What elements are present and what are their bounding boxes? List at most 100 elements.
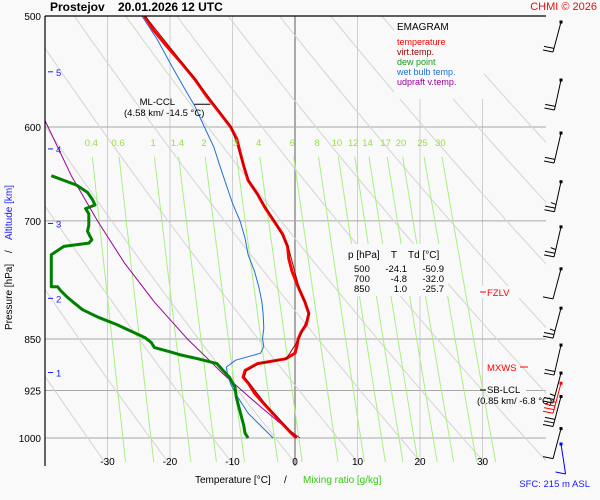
mixing-ratio-labels: 0.4 0.6 1 1.4 2 3 4 6 8 10 12 14 17 20 25 30 [85, 138, 446, 149]
barb-shaft [553, 226, 562, 257]
mixing-ratio-label: 10 [332, 138, 343, 149]
mixing-ratio-label: 12 [348, 138, 359, 149]
dry-adiabat [45, 124, 295, 463]
wind-barb [544, 180, 563, 213]
wind-barb [543, 343, 563, 376]
barb-shaft [552, 268, 562, 299]
barb-feather [542, 456, 554, 460]
barb-shaft [553, 79, 562, 111]
series-temperature [143, 16, 311, 440]
mixing-ratio-line [337, 156, 386, 462]
barb-feather [542, 296, 554, 300]
table-header-p: p [hPa] [348, 250, 380, 261]
wind-barb [555, 442, 567, 475]
mixing-ratio-label: 2 [201, 138, 206, 149]
x-tick-label: -10 [225, 457, 240, 468]
x-tick-label: 10 [352, 457, 364, 468]
table-cell: -50.9 [422, 264, 444, 275]
table-cell: -32.0 [422, 274, 444, 285]
mixing-ratio-label: 1.4 [171, 138, 184, 149]
mixing-ratio-line [318, 156, 365, 462]
mixing-ratio-label: 3 [233, 138, 238, 149]
profile-series [45, 16, 311, 440]
y-axis-label: Pressure [hPa] / Altitude [km] [4, 185, 15, 330]
altitude-tick-label: 5 [56, 68, 61, 79]
altitude-tick-label: 2 [56, 294, 61, 305]
barb-feather [555, 471, 566, 475]
barb-shaft [553, 132, 562, 164]
barb-feather [543, 160, 555, 164]
wind-barb [543, 225, 563, 258]
legend-temperature: temperature [397, 37, 446, 47]
mixing-ratio-lines [91, 156, 497, 462]
dry-adiabat [330, 16, 546, 265]
barb-shaft [552, 396, 562, 427]
barb-feather [544, 209, 555, 213]
x-tick-label: 30 [477, 457, 489, 468]
table-cell: -24.1 [385, 264, 407, 275]
legend-background [394, 17, 484, 99]
wind-barb [544, 78, 563, 111]
y-tick-label: 500 [24, 12, 41, 23]
dry-adiabat [381, 16, 546, 203]
summary-table: p [hPa] T Td [°C] 500 -24.1 -50.9 700 -4… [348, 244, 448, 296]
barb-shaft [553, 181, 562, 212]
table-cell: -4.8 [391, 274, 407, 285]
wind-barb [542, 306, 563, 339]
legend-updraft: udpraft v.temp. [397, 77, 456, 87]
mixing-ratio-label: 0.6 [111, 138, 124, 149]
legend-virt-temp: virt.temp. [397, 47, 434, 57]
legend-dew-point: dew point [397, 57, 436, 67]
mxws-annotation: MXWS [487, 363, 528, 374]
sb-lcl-detail: (0.85 km/ -6.8 °C) [477, 396, 552, 407]
barb-shaft [552, 308, 562, 339]
mixing-ratio-label: 4 [256, 138, 261, 149]
table-cell: 700 [354, 274, 370, 285]
barb-shaft [552, 372, 562, 404]
barb-feather [544, 250, 556, 254]
mixing-ratio-label: 8 [314, 138, 319, 149]
legend-wet-bulb: wet bulb temp. [396, 67, 456, 77]
x-tick-labels: -30 -20 -10 0 10 20 30 [100, 457, 488, 468]
y-axis-label-altitude: Altitude [km] [4, 185, 15, 240]
copyright: CHMI © 2026 [530, 1, 597, 13]
sounding-datetime: 20.01.2026 12 UTC [118, 0, 223, 14]
ml-ccl-label: ML-CCL [140, 97, 175, 108]
mixing-ratio-label: 17 [380, 138, 391, 149]
y-axis-label-separator: / [4, 250, 15, 253]
altitude-labels: 1 2 3 4 5 [48, 68, 61, 380]
barb-shaft [552, 383, 562, 414]
altitude-tick-label: 1 [56, 369, 61, 380]
barb-feather [542, 424, 554, 428]
summary-table-background [348, 244, 448, 296]
barb-feather [544, 368, 556, 372]
barb-feather [544, 156, 556, 160]
barb-feather [542, 400, 554, 404]
mixing-ratio-line [423, 156, 477, 462]
fzlv-annotation: FZLV [478, 286, 522, 299]
wind-barb [542, 267, 563, 300]
wind-barbs [542, 20, 567, 475]
axes [44, 15, 546, 466]
mixing-ratio-line [236, 156, 279, 462]
dry-adiabat [432, 16, 546, 144]
mixing-ratio-label: 14 [362, 138, 373, 149]
barb-feather [550, 399, 557, 403]
y-tick-label: 1000 [19, 434, 42, 445]
barb-feather [543, 45, 555, 49]
barb-feather [544, 107, 555, 111]
fzlv-label-bg [478, 286, 522, 298]
x-axis-label-temperature: Temperature [°C] [195, 475, 271, 486]
barb-feather [544, 416, 556, 420]
y-axis-label-pressure: Pressure [hPa] [4, 264, 15, 330]
table-header-t: T [391, 250, 397, 261]
barb-feather [542, 49, 554, 53]
mixing-ratio-line [178, 156, 217, 462]
barb-feather [542, 335, 554, 339]
y-tick-labels: 500 600 700 850 925 1000 [19, 12, 42, 445]
wind-barb [542, 427, 563, 460]
legend-title: EMAGRAM [397, 22, 449, 33]
x-tick-label: -30 [100, 457, 115, 468]
series-dew-point [49, 174, 250, 439]
x-axis-label-separator: / [284, 475, 287, 486]
